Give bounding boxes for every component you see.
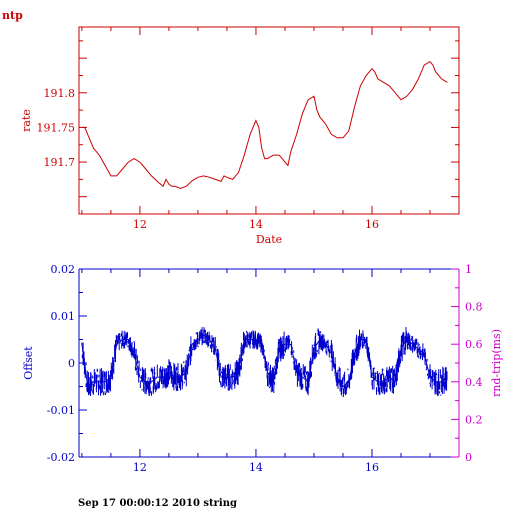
offset-y-tick-label: 0.01	[51, 310, 76, 323]
rate-x-tick-label: 14	[249, 218, 263, 231]
rndtrip-y-tick-label: 0.8	[465, 301, 483, 314]
offset-y-tick-label: -0.01	[47, 404, 75, 417]
offset-x-tick-label: 16	[365, 461, 379, 474]
offset-y-tick-label: 0	[68, 357, 75, 370]
rndtrip-y-tick-label: 0.6	[465, 338, 483, 351]
offset-series	[81, 326, 448, 397]
offset-y-axis-label: Offset	[22, 346, 35, 380]
footer-timestamp: Sep 17 00:00:12 2010 string	[78, 498, 237, 509]
rndtrip-y-axis-label: rnd-trip(ms)	[490, 329, 503, 397]
rate-y-axis-label: rate	[20, 109, 33, 132]
offset-x-tick-label: 14	[249, 461, 263, 474]
offset-series-spikes	[81, 326, 448, 397]
rate-y-tick-label: 191.75	[37, 121, 76, 134]
rate-plot-frame	[78, 26, 460, 215]
rate-x-tick-label: 12	[133, 218, 147, 231]
rndtrip-y-tick-label: 0	[465, 451, 472, 464]
rndtrip-y-tick-label: 0.2	[465, 413, 483, 426]
rate-x-tick-label: 16	[365, 218, 379, 231]
offset-y-tick-label: 0.02	[51, 263, 76, 276]
rate-y-tick-label: 191.8	[44, 87, 76, 100]
offset-x-tick-label: 12	[133, 461, 147, 474]
rate-x-axis-label: Date	[256, 233, 282, 246]
page-title: ntp	[2, 9, 23, 22]
rndtrip-y-tick-label: 0.4	[465, 376, 483, 389]
rate-series-line	[81, 60, 448, 189]
rndtrip-y-tick-label: 1	[465, 263, 472, 276]
offset-y-tick-label: -0.02	[47, 451, 75, 464]
rate-y-tick-label: 191.7	[44, 156, 76, 169]
offset-series-line	[81, 334, 448, 388]
